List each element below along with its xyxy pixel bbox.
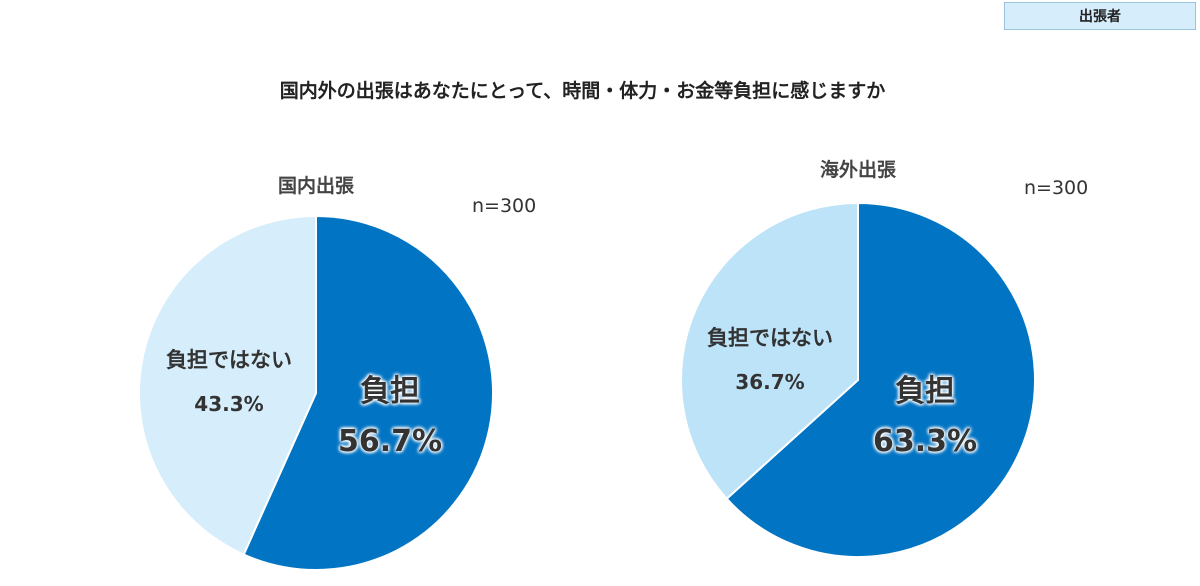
slice-value-burden-domestic: 56.7% bbox=[337, 424, 443, 459]
pie-slice-burden-overseas bbox=[725, 201, 1036, 558]
pie-slice-burden-domestic bbox=[242, 214, 494, 571]
slice-name-not-burden-overseas: 負担ではない bbox=[707, 326, 833, 350]
pie-slice-not-burden-overseas bbox=[680, 201, 859, 501]
slice-label-not-burden-domestic: 負担ではない 43.3% bbox=[166, 344, 292, 416]
pie-title-overseas: 海外出張 bbox=[819, 159, 897, 181]
slice-value-burden-overseas: 63.3% bbox=[872, 424, 978, 459]
slice-value-not-burden-domestic: 43.3% bbox=[194, 392, 264, 416]
slice-label-not-burden-overseas: 負担ではない 36.7% bbox=[707, 322, 833, 394]
slice-name-burden-domestic: 負担 bbox=[359, 374, 420, 409]
pie-title-domestic: 国内出張 bbox=[277, 175, 355, 197]
slice-label-burden-overseas: 負担 63.3% bbox=[873, 366, 977, 459]
sample-size-domestic: n=300 bbox=[472, 195, 537, 217]
slice-value-not-burden-overseas: 36.7% bbox=[735, 370, 805, 394]
slice-name-not-burden-domestic: 負担ではない bbox=[166, 348, 292, 372]
chart-title: 国内外の出張はあなたにとって、時間・体力・お金等負担に感じますか bbox=[279, 80, 886, 102]
pie-overseas bbox=[680, 201, 1036, 558]
pie-slice-not-burden-domestic bbox=[138, 214, 317, 556]
slice-label-burden-domestic: 負担 56.7% bbox=[338, 366, 442, 459]
pie-domestic bbox=[138, 214, 494, 571]
slice-name-burden-overseas: 負担 bbox=[894, 374, 955, 409]
legend-badge: 出張者 bbox=[1004, 2, 1196, 30]
sample-size-overseas: n=300 bbox=[1024, 177, 1089, 199]
